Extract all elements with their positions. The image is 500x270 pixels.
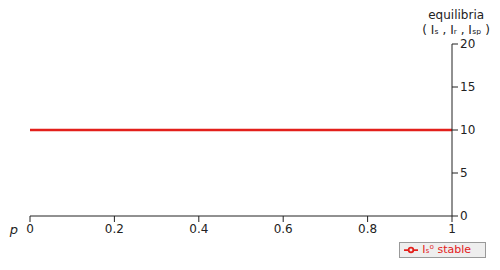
svg-text:1: 1: [448, 222, 456, 236]
svg-text:0.2: 0.2: [105, 222, 124, 236]
svg-text:10: 10: [460, 123, 475, 137]
svg-text:20: 20: [460, 37, 475, 51]
svg-text:5: 5: [460, 166, 468, 180]
svg-text:0: 0: [460, 209, 468, 223]
svg-text:15: 15: [460, 80, 475, 94]
svg-text:p: p: [9, 222, 18, 237]
svg-text:0.8: 0.8: [358, 222, 377, 236]
html-text:equilibria ( Iₛ , Iᵣ , Iₛₚ ): equilibria ( Iₛ , Iᵣ , Iₛₚ ): [422, 8, 490, 37]
html-text:Iₛ⁰ stable: Iₛ⁰ stable: [422, 243, 471, 256]
svg-text:0.6: 0.6: [274, 222, 293, 236]
svg-text:0: 0: [26, 222, 34, 236]
svg-text:0.4: 0.4: [189, 222, 208, 236]
